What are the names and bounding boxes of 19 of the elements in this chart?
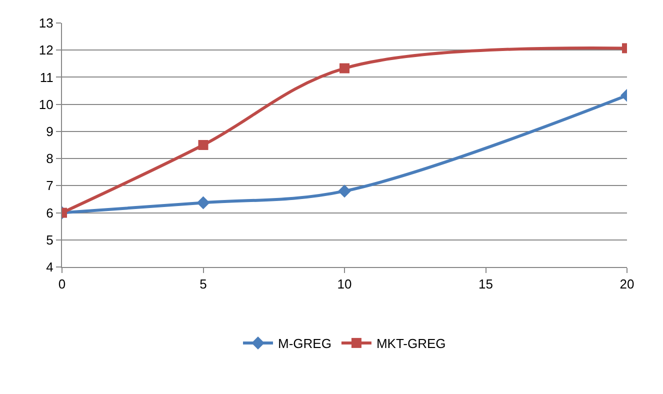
legend-label: MKT-GREG <box>376 336 446 352</box>
y-tick-label: 10 <box>38 96 54 112</box>
x-tick-label: 10 <box>337 276 352 292</box>
y-tick-label: 12 <box>38 42 54 58</box>
x-tick-label: 5 <box>200 276 207 292</box>
y-tick-label: 9 <box>46 124 54 139</box>
y-tick-label: 8 <box>46 151 54 166</box>
x-tick-label: 20 <box>620 276 634 292</box>
y-tick-label: 7 <box>46 178 54 194</box>
point <box>338 184 351 198</box>
y-tick-label: 13 <box>38 16 54 31</box>
point <box>196 196 210 210</box>
y-tick-label: 6 <box>46 205 54 220</box>
legend-label: M-GREG <box>278 336 332 352</box>
y-tick-label: 4 <box>46 260 54 275</box>
x-tick-label: 0 <box>58 276 66 292</box>
x-tick-label: 15 <box>478 276 493 292</box>
y-tick-label: 11 <box>40 70 54 85</box>
y-tick-label: 5 <box>46 232 54 248</box>
